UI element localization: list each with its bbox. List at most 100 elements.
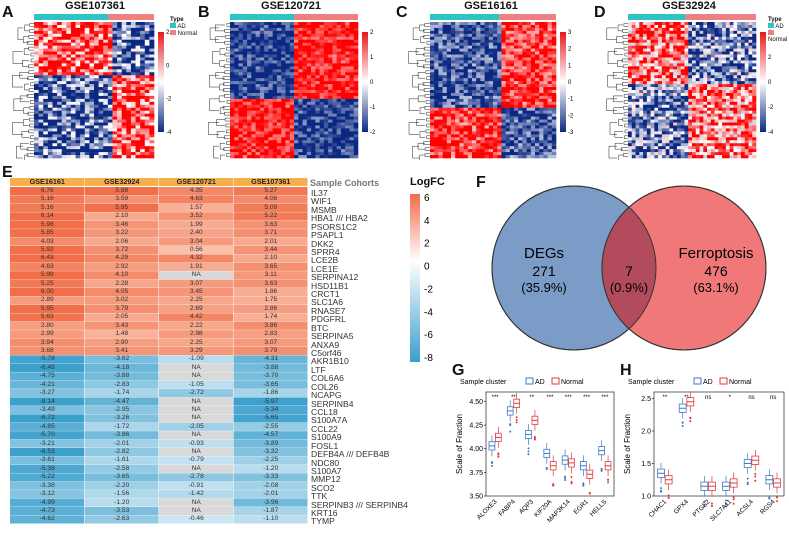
table-cell [10, 448, 84, 457]
table-cell [10, 304, 84, 313]
panel-label-g: G [452, 362, 465, 379]
table-cell-value: -3.86 [114, 431, 130, 439]
venn-degs-label: DEGs [524, 245, 564, 262]
box-ad [678, 397, 687, 427]
table-cell [233, 389, 308, 398]
table-cell-value: 1.74 [264, 313, 278, 321]
table-cell-value: 0.56 [189, 245, 203, 253]
table-cell-value: NA [191, 448, 201, 456]
table-cell-value: 1.86 [264, 288, 278, 296]
type-legend-a: Type AD Normal [170, 17, 197, 37]
table-cell [10, 431, 84, 440]
table-cell-value: -4.47 [114, 397, 130, 405]
colorbar-tick: -4 [768, 130, 774, 136]
table-cell-value: NA [191, 498, 201, 506]
table-cell-value: 1.99 [189, 220, 203, 228]
y-tick-label: 4.00 [469, 446, 483, 453]
table-cell-value: 3.79 [264, 346, 278, 354]
table-cell-value: -1.09 [188, 355, 204, 363]
table-cell [233, 464, 308, 473]
legend-normal-label: Normal [561, 379, 584, 386]
table-cell-value: 2.90 [115, 338, 129, 346]
table-cell-value: -3.21 [39, 439, 55, 447]
table-cell-value: 4.29 [115, 254, 129, 262]
plot-frame [485, 391, 615, 497]
table-cell-value: 2.92 [115, 262, 129, 270]
table-cell [10, 271, 84, 280]
colorbar-tick: -2 [370, 130, 376, 136]
table-cell-value: 2.28 [115, 279, 129, 287]
box-ad [722, 475, 730, 508]
table-cell [159, 363, 233, 372]
table-cell-value: 3.41 [115, 346, 129, 354]
table-cell [10, 490, 84, 499]
table-cell-value: -3.26 [114, 414, 130, 422]
legend-normal-swatch [551, 377, 560, 385]
table-cell-value: -1.74 [114, 389, 130, 397]
table-cell [159, 431, 233, 440]
table-cell [10, 363, 84, 372]
table-cell-value: 4.63 [40, 262, 54, 270]
panel-label-c: C [396, 4, 408, 21]
table-cell [233, 397, 308, 406]
table-cell [233, 506, 308, 516]
venn-overlap [602, 186, 656, 350]
table-cell-value: 2.98 [189, 330, 203, 338]
type-bar-normal [499, 14, 556, 20]
colorbar-tick: -1 [370, 105, 376, 111]
table-cell-value: -4.73 [39, 506, 55, 514]
logfc-title: LogFC [410, 176, 445, 188]
legend-normal-label: Normal [729, 379, 752, 386]
table-cell-value: -1.42 [188, 490, 204, 498]
table-cell [233, 405, 308, 415]
table-cell [233, 279, 308, 288]
type-bar-ad [230, 14, 294, 20]
table-cell [84, 229, 159, 238]
table-cell-value: 3.63 [264, 220, 278, 228]
table-cell [233, 288, 308, 297]
colorbar-tick: -4 [166, 130, 172, 136]
table-cell [233, 313, 308, 322]
table-header-cell [159, 178, 233, 186]
table-cell [233, 254, 308, 263]
table-cell [233, 481, 308, 490]
table-cell-value: -3.12 [39, 490, 55, 498]
table-cell [84, 389, 159, 398]
row-dendrogram [12, 23, 34, 160]
legend-ad-swatch [525, 377, 534, 385]
table-cell-value: 3.07 [189, 279, 203, 287]
table-cell-value: 5.92 [40, 245, 54, 253]
colorbar-tick: 2 [768, 55, 772, 61]
table-cell [159, 203, 233, 212]
table-cell [233, 515, 308, 524]
table-cell-value: 2.83 [264, 330, 278, 338]
table-cell-value: -5.78 [39, 355, 55, 363]
table-cell [233, 355, 308, 364]
table-cell [84, 212, 159, 221]
table-cell [159, 481, 233, 490]
table-cell-value: -4.85 [39, 422, 55, 430]
colorbar-tick: 0 [568, 80, 572, 86]
logfc-gradient [410, 194, 420, 362]
table-cell-value: -2.63 [114, 515, 130, 523]
table-cell [233, 422, 308, 431]
colorbar-tick: -1 [568, 97, 574, 103]
table-header-cell [10, 178, 84, 186]
significance-label: *** [565, 395, 573, 401]
y-tick-label: 1.5 [641, 461, 651, 468]
gene-name: SERPINA5 [311, 331, 354, 342]
table-cell [233, 296, 308, 305]
y-tick-label: 1.0 [641, 494, 651, 501]
table-cell [84, 220, 159, 229]
table-cell [84, 422, 159, 431]
table-cell [84, 237, 159, 246]
table-cell [84, 296, 159, 305]
gene-name: S100A9 [311, 432, 342, 443]
table-cell [233, 212, 308, 221]
logfc-tick: 0 [424, 262, 430, 273]
table-cell [233, 220, 308, 229]
table-cell-value: -1.05 [188, 380, 204, 388]
table-cell [159, 254, 233, 263]
x-tick-label: FABP4 [498, 498, 518, 518]
table-cell-value: -4.18 [114, 363, 130, 371]
